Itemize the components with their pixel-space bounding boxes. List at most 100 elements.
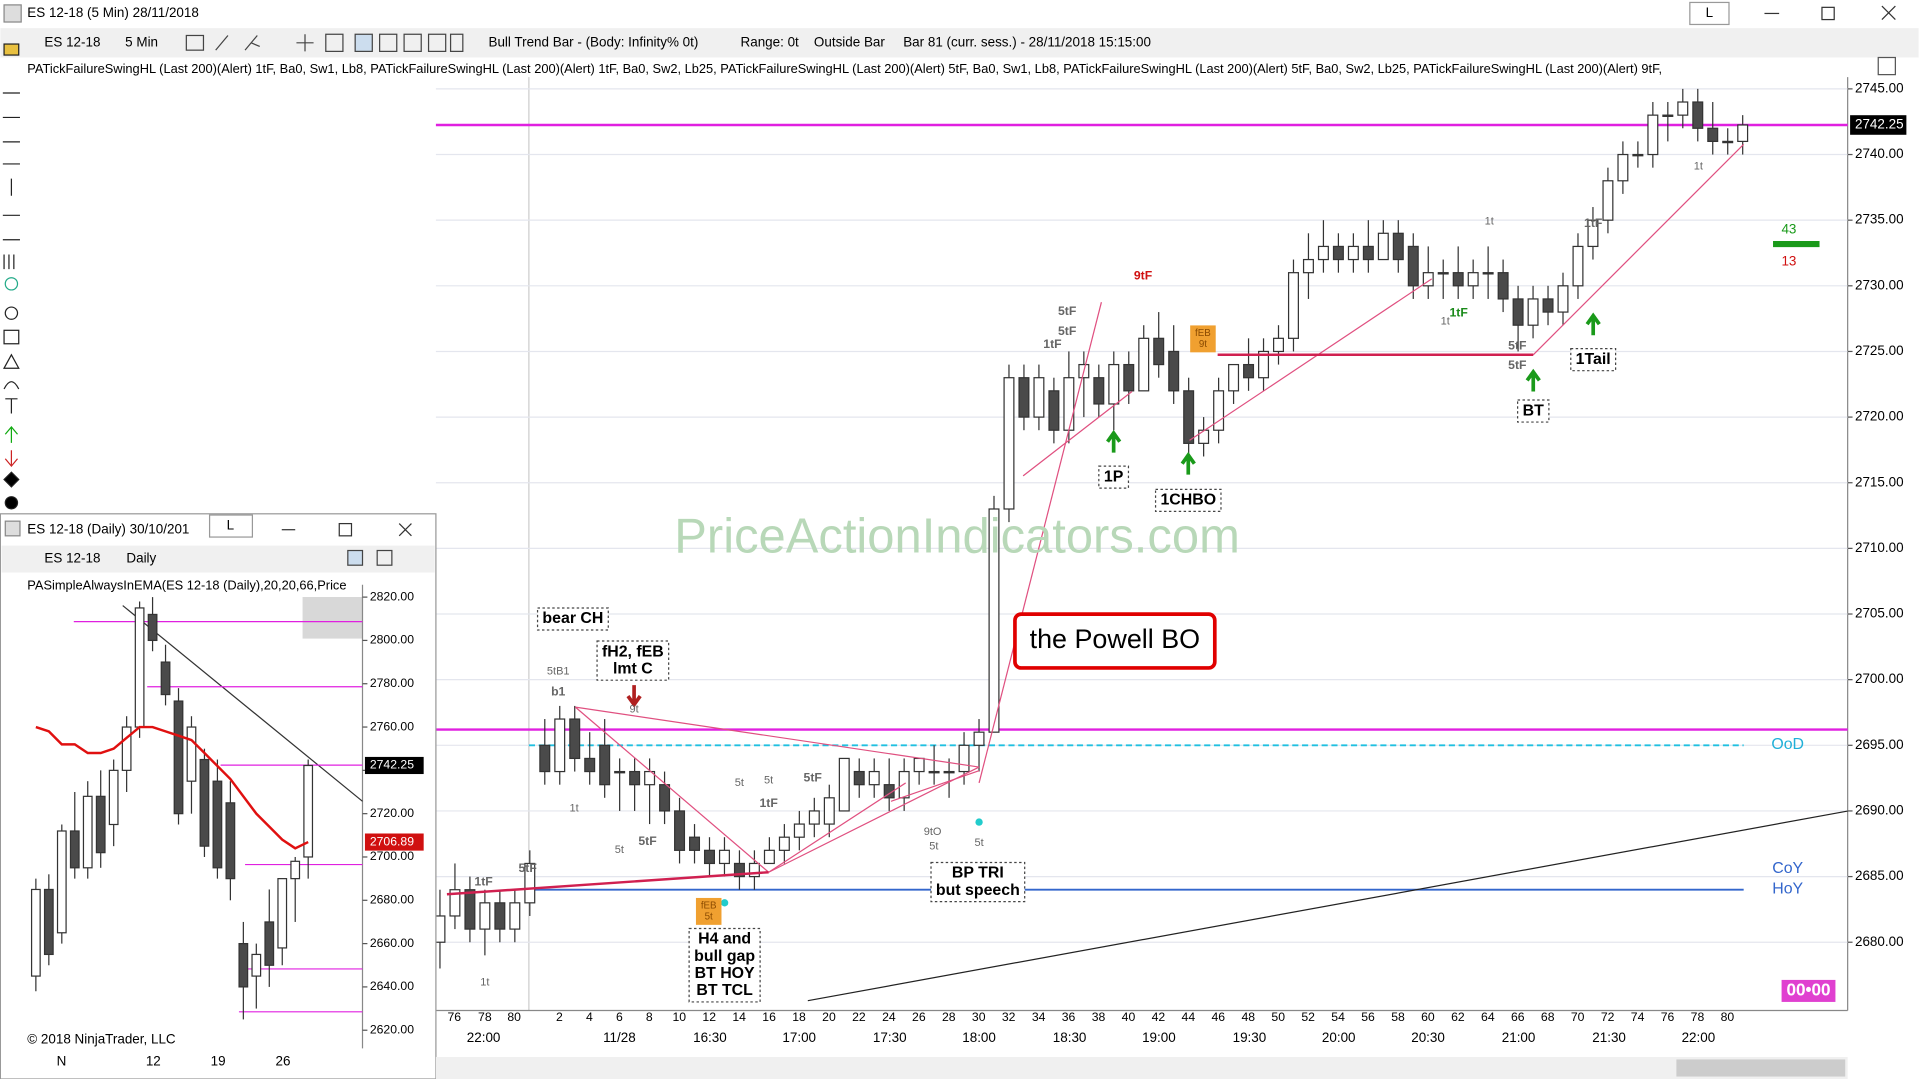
bar-number: 50 <box>1271 1010 1285 1024</box>
tool[interactable] <box>3 353 20 369</box>
scrollbar[interactable] <box>435 1056 1848 1079</box>
drawing-tools <box>2 43 20 510</box>
scroll-thumb[interactable] <box>1676 1059 1846 1077</box>
y-tick-label: 2680.00 <box>370 893 414 907</box>
candle-body <box>913 757 925 773</box>
icon[interactable] <box>244 35 260 51</box>
tool[interactable] <box>4 450 18 468</box>
candle-body <box>1258 350 1270 379</box>
y-tick-label: 2725.00 <box>1855 343 1904 358</box>
icon[interactable] <box>215 35 229 51</box>
annotation-text: bull gap <box>694 948 755 965</box>
interval-selector[interactable]: 5 Min <box>125 34 158 49</box>
annotation: 5tF <box>1058 324 1077 338</box>
trend-line <box>575 706 980 768</box>
price-marker-label: 2742.25 <box>1855 117 1904 132</box>
annotation-text: but speech <box>936 882 1020 899</box>
candle-body <box>1392 232 1404 261</box>
candle-body <box>479 902 491 930</box>
candle-body <box>1512 298 1524 326</box>
icon[interactable] <box>354 33 373 52</box>
annotation-text: 5tF <box>1508 338 1527 352</box>
mode-button[interactable] <box>208 514 254 538</box>
candle-body <box>1482 272 1494 275</box>
daily-window: ES 12-18 (Daily) 30/10/201 L ES 12-18 Da… <box>0 513 437 1079</box>
close[interactable] <box>398 523 412 537</box>
bar-number: 16 <box>762 1010 776 1024</box>
y-tick-label: 2620.00 <box>370 1022 414 1036</box>
daily-interval[interactable]: Daily <box>126 551 156 566</box>
mode-label[interactable]: L <box>1706 5 1714 20</box>
mode-button[interactable] <box>1689 1 1730 26</box>
icon[interactable] <box>296 34 314 52</box>
mode-label[interactable]: L <box>227 518 235 533</box>
annotation-text: 5tF <box>1058 304 1077 318</box>
bar-number: 6 <box>616 1010 623 1024</box>
candle-body <box>434 915 446 943</box>
dot <box>720 899 729 907</box>
icon[interactable] <box>325 33 344 52</box>
candle-body <box>629 770 641 786</box>
y-tick-label: 2705.00 <box>1855 606 1904 621</box>
window-title: ES 12-18 (5 Min) 28/11/2018 <box>27 5 199 20</box>
trend-line <box>1532 143 1745 356</box>
annotation: 5t <box>929 840 938 852</box>
icon[interactable] <box>449 33 464 52</box>
icon[interactable] <box>376 549 393 566</box>
candle-body <box>808 810 820 825</box>
tool[interactable] <box>3 471 20 488</box>
tool[interactable] <box>4 306 19 320</box>
annotation: 1Tail <box>1570 348 1617 372</box>
panel-button[interactable] <box>1877 56 1896 76</box>
annotation-text: 9tO <box>924 826 942 838</box>
tool[interactable] <box>5 398 18 414</box>
annotation-text: 9t <box>1199 339 1207 350</box>
bar-number: 10 <box>672 1010 686 1024</box>
annotation: 1tF <box>759 796 778 810</box>
annotation: 43 <box>1781 222 1796 237</box>
tool[interactable] <box>4 277 19 291</box>
candle-body <box>1542 298 1554 313</box>
tool[interactable] <box>4 496 19 510</box>
trend-line <box>768 766 980 873</box>
annotation: 5tF <box>638 834 657 848</box>
tool[interactable] <box>3 43 20 56</box>
candle-body <box>1228 363 1240 392</box>
annotation-text: fEB <box>701 900 717 911</box>
maximize[interactable] <box>338 522 353 537</box>
maximize[interactable] <box>1821 6 1835 21</box>
bar-number: 48 <box>1241 1010 1255 1024</box>
candle-body <box>1347 245 1359 261</box>
icon[interactable] <box>427 33 447 52</box>
tool[interactable] <box>3 381 20 390</box>
tool[interactable] <box>4 425 18 443</box>
candle-body <box>584 757 596 773</box>
icon[interactable] <box>379 33 398 52</box>
icon[interactable] <box>403 33 422 52</box>
annotation: PriceActionIndicators.com <box>674 509 1240 563</box>
annotation-text: 1tF <box>474 874 493 888</box>
bar-number: 30 <box>972 1010 986 1024</box>
annotation-text: fH2, fEB <box>602 643 664 660</box>
y-tick-label: 2695.00 <box>1855 737 1904 752</box>
annotation-text: OoD <box>1771 736 1804 753</box>
icon[interactable] <box>185 34 205 51</box>
candle-body <box>121 726 132 771</box>
annotation-text: 5t <box>764 774 773 786</box>
close[interactable] <box>1881 5 1896 21</box>
annotation-text: 1tF <box>1449 305 1468 319</box>
candle-body <box>793 823 805 838</box>
tool[interactable] <box>2 92 20 270</box>
candle-body <box>1467 272 1479 287</box>
candle-body <box>703 849 716 865</box>
icon[interactable] <box>347 549 364 566</box>
candle-body <box>883 784 895 799</box>
tool[interactable] <box>3 329 20 345</box>
instrument-selector[interactable]: ES 12-18 <box>44 34 100 49</box>
up-arrow <box>1106 429 1122 453</box>
annotation: 1t <box>1694 160 1703 172</box>
daily-instrument[interactable]: ES 12-18 <box>44 551 100 566</box>
bar-number: 40 <box>1122 1010 1136 1024</box>
bar-number: 18 <box>792 1010 806 1024</box>
annotation-text: 5tF <box>518 861 537 875</box>
